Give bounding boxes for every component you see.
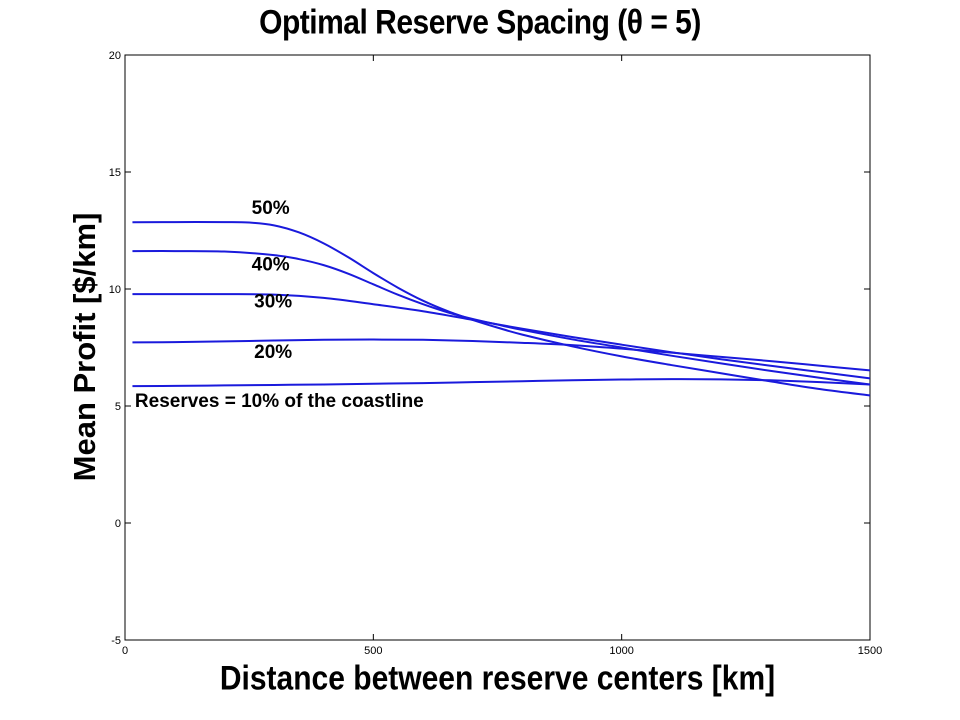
plot-area-frame	[124, 54, 871, 641]
y-tick-label: 0	[115, 518, 121, 530]
x-tick-label: 500	[364, 645, 382, 657]
y-tick-label: 5	[115, 401, 121, 413]
series-lines	[132, 221, 871, 397]
x-tick-label: 0	[122, 645, 128, 657]
series-annotation-label: Reserves = 10% of the coastline	[135, 391, 424, 412]
series-annotation-label: 30%	[254, 292, 292, 313]
x-axis-label: Distance between reserve centers [km]	[219, 659, 776, 698]
series-line	[132, 378, 871, 388]
chart-title: Optimal Reserve Spacing (θ = 5)	[259, 3, 701, 42]
series-annotation-label: 20%	[254, 342, 292, 363]
y-tick-label: -5	[111, 635, 121, 647]
x-tick-label: 1000	[609, 645, 633, 657]
y-tick-label: 10	[109, 284, 121, 296]
series-annotations: 50% 40% 30% 20% Reserves = 10% of the coastl…	[135, 198, 424, 412]
series-annotation-label: 50%	[252, 198, 290, 219]
y-tick-label: 20	[109, 50, 121, 62]
series-line	[132, 221, 871, 397]
series-line	[132, 338, 871, 372]
y-tick-label: 15	[109, 167, 121, 179]
series-line	[132, 293, 871, 380]
x-tick-label: 1500	[858, 645, 882, 657]
series-line	[132, 250, 871, 386]
series-annotation-label: 40%	[252, 254, 290, 275]
